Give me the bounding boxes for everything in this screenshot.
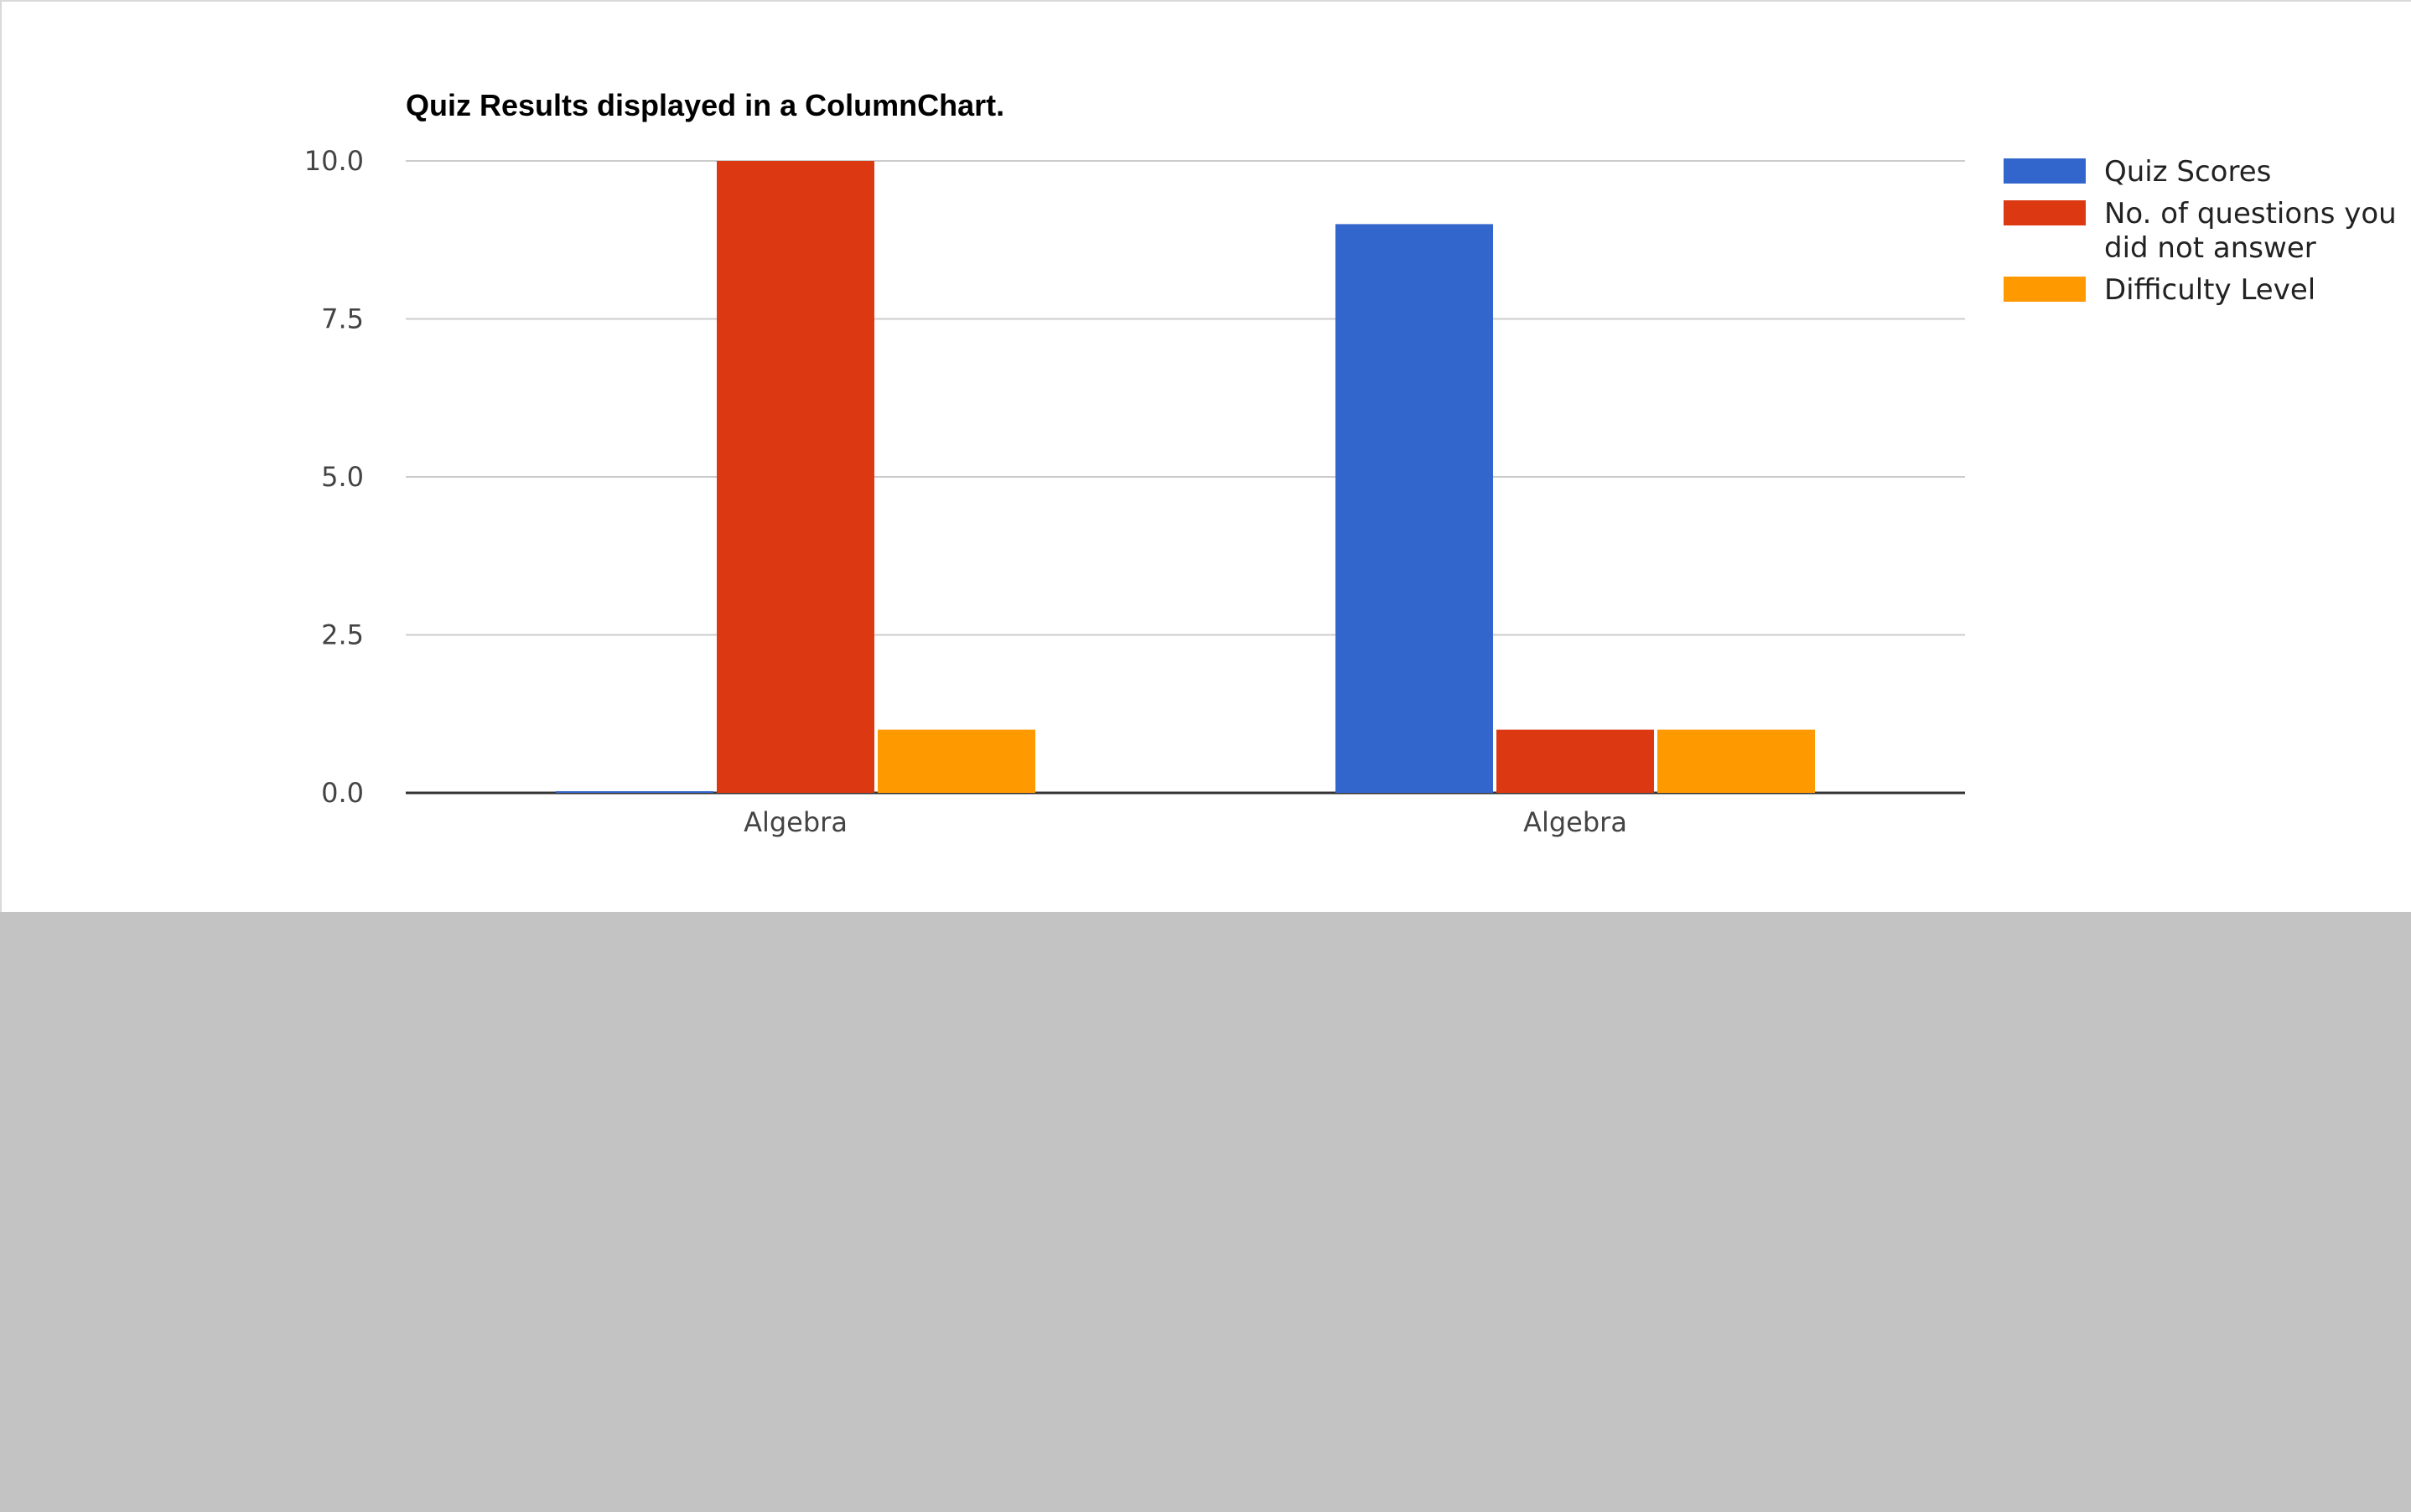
- column-chart: Quiz Results displayed in a ColumnChart.…: [304, 88, 2397, 838]
- bars: [556, 161, 1815, 793]
- x-axis-ticks: Algebra Algebra: [744, 806, 1627, 838]
- gridlines: [406, 160, 1965, 795]
- y-tick-label: 7.5: [321, 303, 364, 335]
- y-tick-label: 0.0: [321, 777, 364, 809]
- legend-item-1[interactable]: No. of questions you did not answer: [2004, 197, 2397, 265]
- bar-series-0-category-1[interactable]: [1335, 224, 1493, 793]
- x-tick-label: Algebra: [744, 806, 848, 838]
- y-tick-label: 2.5: [321, 619, 364, 651]
- legend-label: Difficulty Level: [2104, 273, 2315, 307]
- bar-series-2-category-1[interactable]: [1657, 729, 1815, 793]
- bar-series-0-category-0[interactable]: [556, 791, 713, 793]
- bar-series-1-category-1[interactable]: [1496, 729, 1654, 793]
- legend-item-2[interactable]: Difficulty Level: [2004, 273, 2315, 307]
- x-tick-label: Algebra: [1523, 806, 1627, 838]
- legend-label: Quiz Scores: [2104, 155, 2271, 189]
- legend-swatch: [2004, 158, 2086, 184]
- chart-panel: Quiz Results displayed in a ColumnChart.…: [0, 0, 2411, 912]
- bar-series-2-category-0[interactable]: [878, 729, 1035, 793]
- legend: Quiz Scores No. of questions you did not a…: [2004, 155, 2397, 307]
- chart-title: Quiz Results displayed in a ColumnChart.: [406, 88, 1004, 122]
- legend-swatch: [2004, 277, 2086, 302]
- empty-background-area: [0, 912, 2411, 1512]
- y-tick-label: 10.0: [304, 145, 364, 177]
- legend-label: No. of questions you did not answer: [2104, 197, 2397, 265]
- y-tick-label: 5.0: [321, 461, 364, 493]
- bar-series-1-category-0[interactable]: [717, 161, 874, 793]
- legend-item-0[interactable]: Quiz Scores: [2004, 155, 2271, 189]
- y-axis-ticks: 0.0 2.5 5.0 7.5 10.0: [304, 145, 364, 809]
- legend-swatch: [2004, 200, 2086, 225]
